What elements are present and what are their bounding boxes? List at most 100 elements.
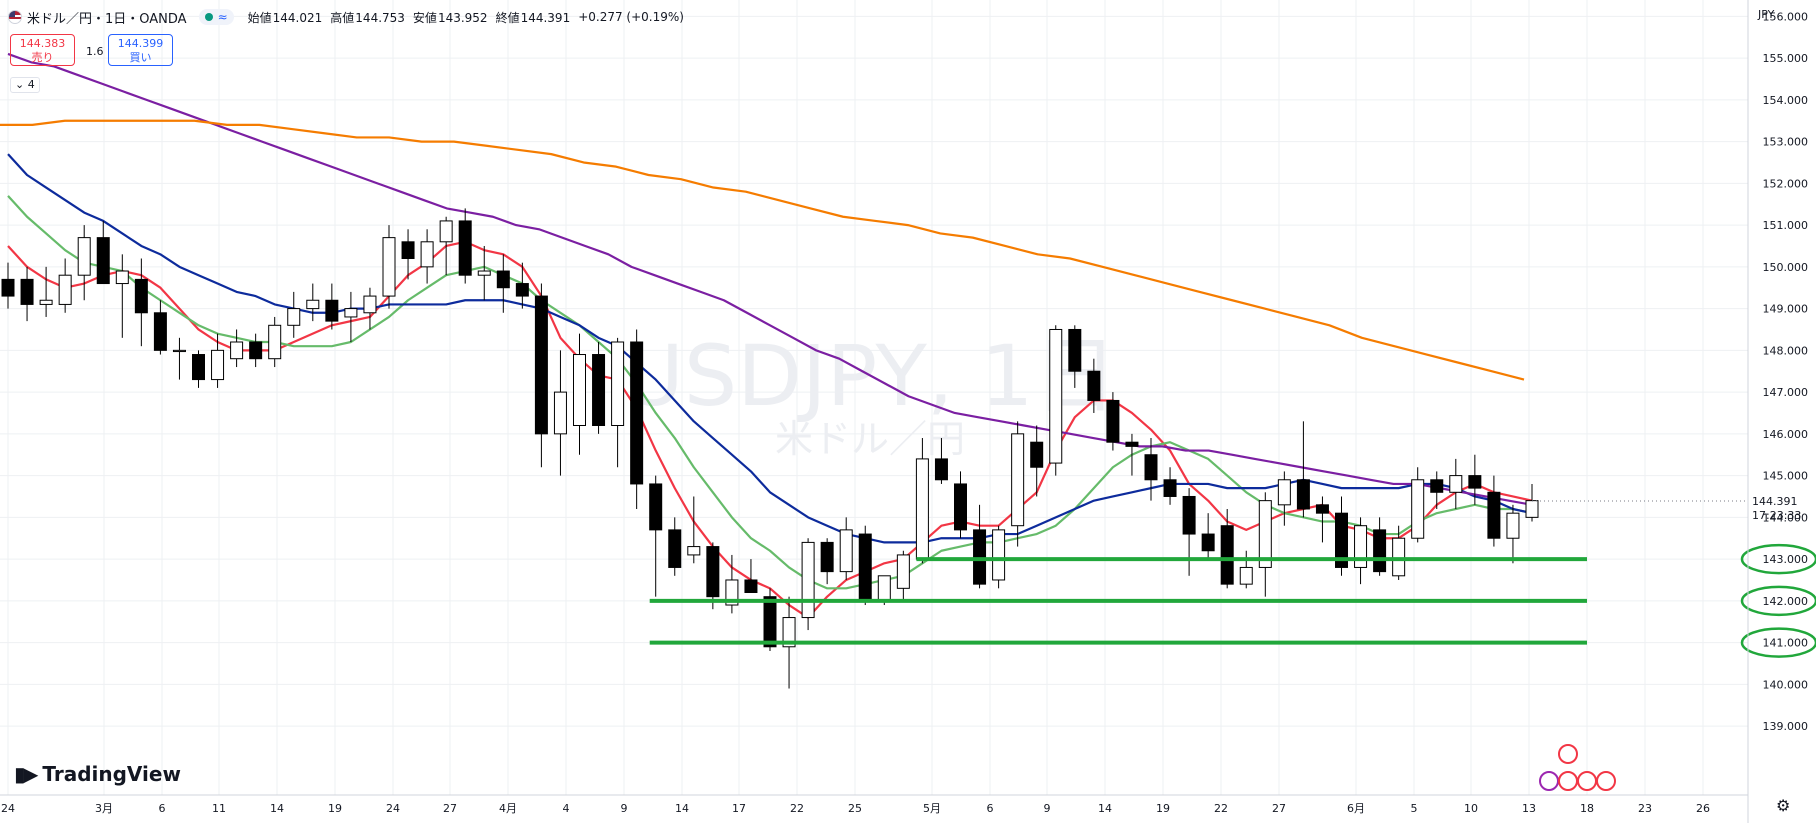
- time-tick-label: 9: [621, 802, 628, 815]
- sell-label: 売り: [31, 51, 54, 64]
- candle-bear: [1163, 479, 1177, 497]
- candle-bull: [1239, 566, 1253, 585]
- buy-button[interactable]: 144.399 買い: [108, 34, 173, 66]
- currency-selector[interactable]: JPY: [1758, 8, 1775, 21]
- candle-bear: [20, 278, 34, 305]
- spread-value: 1.6: [86, 45, 104, 58]
- candle-bull: [801, 541, 815, 619]
- candle-bear: [934, 458, 948, 481]
- candle-bull: [687, 546, 701, 556]
- candle-bull: [992, 529, 1006, 581]
- tradingview-logo[interactable]: ▮▶ TradingView: [14, 762, 181, 786]
- time-tick-label: 14: [1098, 802, 1112, 815]
- candle-bear: [1, 278, 15, 297]
- price-tick-label: 141.000: [1763, 637, 1809, 650]
- time-tick-label: 22: [790, 802, 804, 815]
- price-tick-label: 145.000: [1763, 470, 1809, 483]
- candle-bull: [1049, 328, 1063, 464]
- candle-bull: [211, 349, 225, 381]
- candle-bull: [1449, 475, 1463, 493]
- time-tick-label: 26: [1696, 802, 1710, 815]
- candle-bull: [725, 579, 739, 606]
- chevron-down-icon: ⌄: [15, 78, 28, 91]
- time-tick-label: 19: [328, 802, 342, 815]
- candle-bull: [1011, 433, 1025, 527]
- price-tick-label: 155.000: [1763, 52, 1809, 65]
- candle-bear: [153, 312, 167, 351]
- price-tick-label: 146.000: [1763, 428, 1809, 441]
- time-tick-label: 11: [212, 802, 226, 815]
- time-tick-label: 19: [1156, 802, 1170, 815]
- time-tick-label: 14: [270, 802, 284, 815]
- candle-bear: [1087, 370, 1101, 401]
- candle-bear: [1144, 454, 1158, 481]
- candle-bear: [668, 529, 682, 568]
- time-tick-label: 24: [386, 802, 400, 815]
- tv-logo-icon: ▮▶: [14, 762, 38, 786]
- candle-bull: [1277, 479, 1291, 506]
- candle-bull: [1506, 512, 1520, 539]
- logo-text: TradingView: [42, 762, 181, 786]
- price-tick-label: 139.000: [1763, 720, 1809, 733]
- time-tick-label: 27: [443, 802, 457, 815]
- price-tick-label: 151.000: [1763, 219, 1809, 232]
- price-change: +0.277 (+0.19%): [578, 10, 684, 24]
- candle-bull: [172, 349, 186, 353]
- candle-bear: [1468, 475, 1482, 489]
- candle-bull: [896, 554, 910, 589]
- price-tick-label: 143.000: [1763, 553, 1809, 566]
- time-tick-label: 14: [675, 802, 689, 815]
- candle-bull: [39, 299, 53, 305]
- countdown-label: 17:23:33: [1752, 509, 1801, 522]
- candle-bear: [1182, 495, 1196, 535]
- candle-bull: [553, 391, 567, 435]
- event-markers: [1539, 744, 1616, 791]
- price-tick-label: 153.000: [1763, 136, 1809, 149]
- candle-bear: [706, 546, 720, 598]
- legend-header: 米ドル／円・1日・OANDA ≈ 始値144.021 高値144.753 安値1…: [8, 7, 684, 27]
- candle-bull: [877, 575, 891, 602]
- time-tick-label: 10: [1464, 802, 1478, 815]
- indicators-toggle[interactable]: ⌄ 4: [10, 77, 40, 93]
- moving-average-line: [0, 119, 1525, 381]
- candle-bull: [439, 220, 453, 243]
- candle-bear: [401, 241, 415, 260]
- ohlc-open: 始値144.021: [247, 10, 323, 25]
- candle-bull: [1525, 500, 1539, 518]
- candle-bull: [230, 341, 244, 360]
- candle-bear: [458, 220, 472, 276]
- symbol-label[interactable]: 米ドル／円・1日・OANDA: [27, 11, 187, 27]
- indicators-count: 4: [27, 78, 35, 91]
- candle-bull: [1258, 500, 1272, 568]
- grid: [0, 0, 1748, 795]
- candle-bear: [515, 283, 529, 297]
- time-tick-label: 6: [159, 802, 166, 815]
- candle-bear: [96, 237, 110, 285]
- time-tick-label: 9: [1044, 802, 1051, 815]
- gear-icon[interactable]: ⚙: [1776, 796, 1791, 815]
- candle-bull: [573, 354, 586, 426]
- candle-bull: [1354, 525, 1368, 568]
- price-tick-label: 156.000: [1763, 10, 1809, 23]
- support-circle: [1740, 543, 1816, 575]
- sell-button[interactable]: 144.383 売り: [10, 34, 75, 66]
- time-tick-label: 18: [1580, 802, 1594, 815]
- moving-average-line: [7, 52, 1533, 506]
- market-status-badge[interactable]: ≈: [198, 9, 234, 25]
- candle-bear: [630, 341, 644, 485]
- ohlc-high: 高値144.753: [330, 10, 405, 25]
- candle-bear: [134, 278, 148, 314]
- candle-bear: [249, 341, 263, 360]
- candle-bull: [420, 241, 434, 268]
- candle-bull: [115, 270, 129, 285]
- candle-bull: [363, 295, 377, 314]
- candle-bull: [344, 308, 358, 318]
- candle-bear: [496, 270, 510, 289]
- candle-bull: [782, 617, 796, 648]
- candle-bear: [858, 533, 872, 602]
- candle-bear: [534, 295, 548, 435]
- us-event-icon: [1577, 771, 1597, 791]
